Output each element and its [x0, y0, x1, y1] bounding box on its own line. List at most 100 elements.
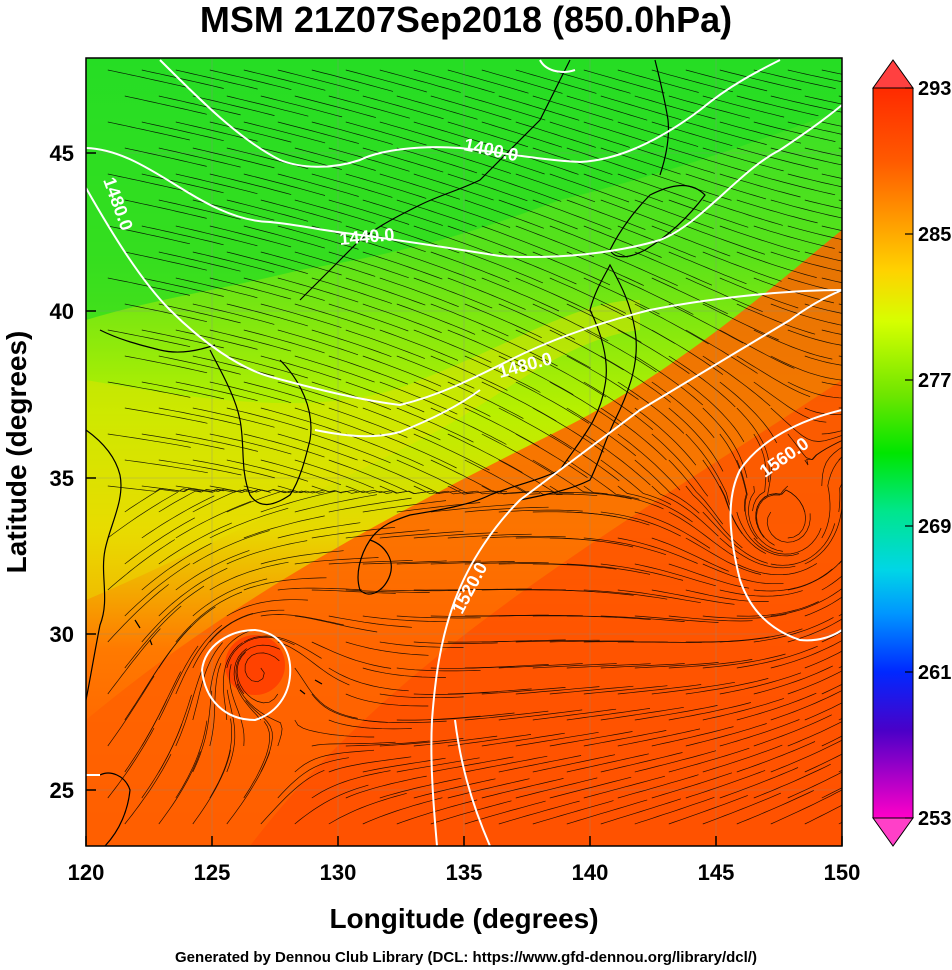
streamline — [481, 121, 563, 148]
streamline — [821, 329, 842, 335]
streamline — [328, 95, 410, 119]
colorbar-gradient — [872, 87, 914, 819]
streamline — [141, 433, 225, 450]
streamline — [328, 719, 412, 730]
streamline — [566, 147, 647, 175]
streamline — [124, 251, 207, 271]
streamline — [158, 522, 232, 565]
streamline — [498, 303, 576, 340]
streamline — [549, 485, 632, 500]
streamline — [481, 778, 564, 799]
streamline — [396, 407, 474, 443]
streamline — [311, 741, 396, 747]
streamline — [107, 727, 155, 799]
streamline — [277, 329, 359, 356]
streamline — [277, 641, 350, 686]
streamline — [719, 589, 803, 597]
streamline — [175, 173, 258, 195]
streamline — [277, 433, 358, 461]
streamline — [821, 430, 842, 435]
streamline — [804, 95, 842, 105]
streamline — [447, 69, 529, 94]
streamline — [464, 614, 549, 617]
streamline — [498, 709, 583, 721]
streamline — [549, 731, 633, 747]
streamline — [583, 121, 665, 148]
streamline — [175, 329, 258, 350]
y-tick-label: 35 — [50, 466, 74, 491]
y-tick-labels: 45 40 35 30 25 — [50, 141, 74, 803]
streamline — [192, 355, 275, 377]
streamline — [277, 121, 359, 144]
streamline — [107, 491, 179, 539]
streamline — [736, 251, 817, 278]
colorbar-tick-label: 269 — [918, 516, 951, 538]
streamline — [413, 735, 498, 747]
streamline — [702, 355, 771, 407]
streamline — [107, 539, 175, 591]
streamline — [209, 329, 292, 352]
streamline — [668, 355, 736, 408]
streamline — [413, 778, 496, 799]
streamline — [277, 485, 359, 494]
streamline — [583, 775, 665, 799]
streamline — [651, 277, 728, 315]
streamline — [549, 433, 620, 482]
streamline — [345, 693, 429, 707]
streamline — [447, 688, 532, 695]
streamline — [821, 381, 842, 386]
streamline — [396, 560, 481, 565]
streamline — [235, 644, 281, 695]
streamline — [736, 601, 819, 617]
streamline — [158, 459, 242, 476]
streamline — [719, 329, 795, 369]
streamline — [229, 664, 245, 747]
y-tick-label: 40 — [50, 299, 74, 324]
streamline — [294, 459, 375, 489]
streamline — [243, 277, 325, 301]
streamline — [481, 485, 563, 495]
streamline — [175, 69, 258, 90]
streamline — [756, 485, 789, 546]
streamline — [634, 705, 718, 721]
streamline — [481, 69, 563, 94]
streamline — [464, 506, 549, 513]
streamline — [311, 589, 396, 594]
streamline — [719, 672, 802, 695]
streamline — [634, 563, 716, 587]
streamline — [515, 485, 598, 497]
streamline — [124, 563, 191, 617]
streamline — [498, 199, 578, 230]
streamline — [413, 277, 493, 309]
streamline — [651, 772, 733, 799]
streamline — [702, 147, 784, 172]
streamline — [634, 796, 715, 825]
streamline — [600, 663, 685, 669]
streamline — [413, 381, 491, 417]
streamline — [821, 458, 841, 539]
streamline — [481, 589, 566, 591]
streamline — [685, 173, 767, 200]
streamline — [233, 648, 262, 721]
x-tick-label: 130 — [320, 860, 357, 885]
streamline — [430, 199, 511, 228]
streamline — [719, 485, 766, 554]
contour-label-1440: 1440.0 — [339, 224, 396, 249]
grid — [86, 58, 842, 846]
streamline — [209, 121, 292, 143]
streamline — [736, 355, 811, 398]
streamline — [464, 664, 549, 669]
streamline — [396, 95, 478, 120]
streamline — [362, 303, 442, 334]
streamline — [192, 251, 275, 273]
streamline — [345, 277, 426, 306]
streamline — [821, 121, 842, 127]
streamline — [600, 615, 685, 622]
x-tick-label: 145 — [698, 860, 735, 885]
streamline — [277, 587, 362, 591]
streamline — [787, 771, 842, 799]
streamline — [498, 509, 583, 513]
height-contours — [86, 59, 842, 846]
streamline — [464, 710, 549, 721]
streamline — [651, 681, 735, 695]
